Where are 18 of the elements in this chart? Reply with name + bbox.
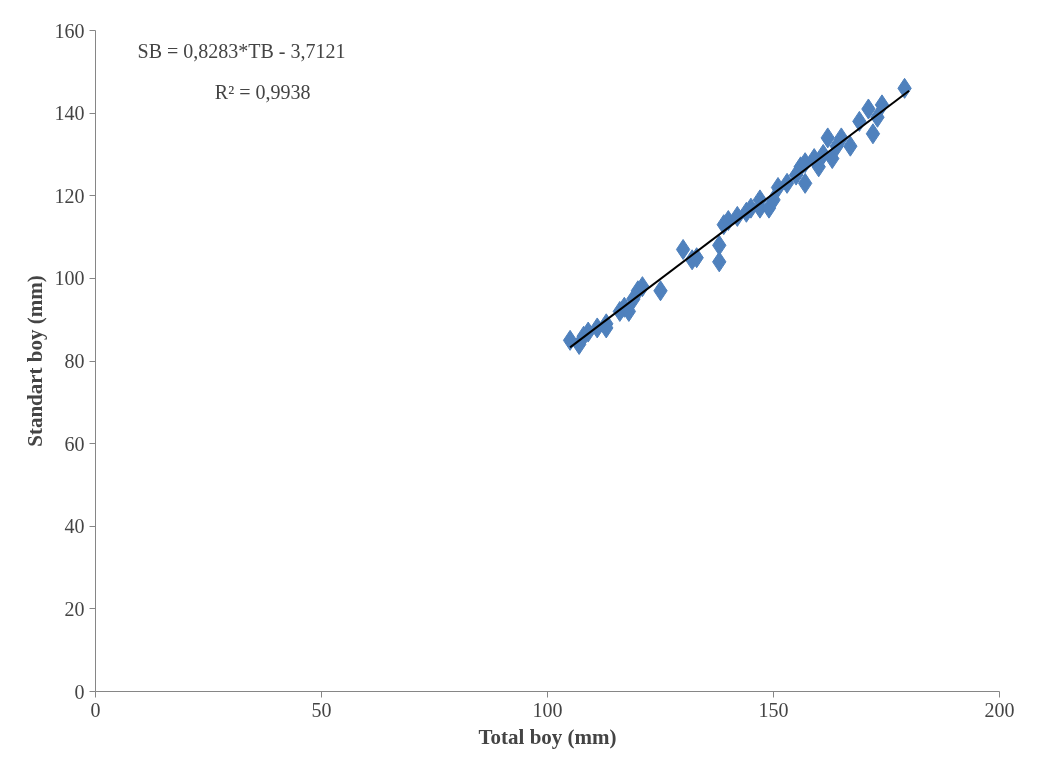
annotation: R² = 0,9938 <box>214 81 311 104</box>
y-tick-label: 160 <box>54 19 85 42</box>
annotation: SB = 0,8283*TB - 3,7121 <box>137 40 346 63</box>
x-axis-title: Total boy (mm) <box>478 724 617 749</box>
y-tick-label: 100 <box>54 267 85 290</box>
y-axis-title: Standart boy (mm) <box>22 275 47 447</box>
x-tick-label: 0 <box>90 698 101 721</box>
x-tick-label: 200 <box>984 698 1015 721</box>
y-tick-label: 40 <box>64 515 85 538</box>
y-tick-label: 120 <box>54 184 85 207</box>
x-tick-label: 150 <box>758 698 789 721</box>
y-tick-label: 60 <box>64 432 85 455</box>
x-tick-label: 100 <box>532 698 563 721</box>
x-tick-label: 50 <box>311 698 332 721</box>
y-tick-label: 80 <box>64 350 85 372</box>
y-tick-label: 0 <box>74 680 85 703</box>
y-tick-label: 20 <box>64 597 85 620</box>
y-tick-label: 140 <box>54 102 85 125</box>
